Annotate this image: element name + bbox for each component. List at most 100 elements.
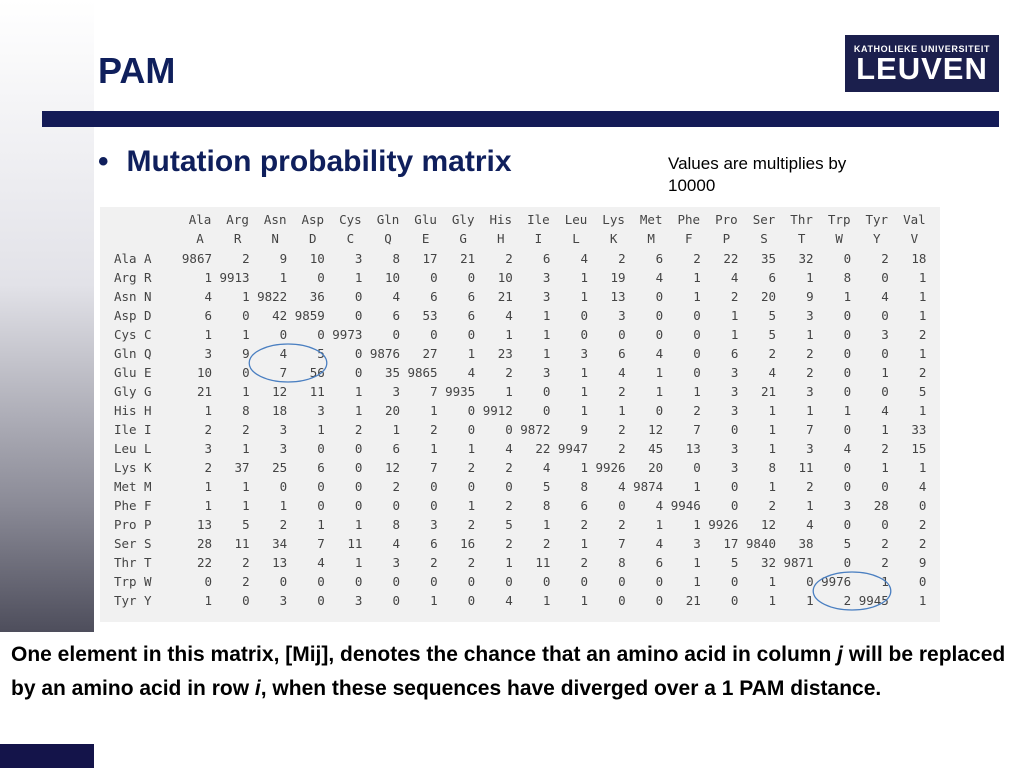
matrix-cell: 1 <box>768 441 776 456</box>
matrix-cell: 9865 <box>407 365 437 380</box>
matrix-cell: 0 <box>844 479 852 494</box>
matrix-cell: 9822 <box>257 289 287 304</box>
matrix-cell: 1 <box>543 517 551 532</box>
row-header-name: Asp <box>114 308 137 323</box>
matrix-cell: 0 <box>242 365 250 380</box>
matrix-cell: 0 <box>656 289 664 304</box>
matrix-cell: 1 <box>844 289 852 304</box>
matrix-cell: 0 <box>317 593 325 608</box>
matrix-cell: 6 <box>656 555 664 570</box>
matrix-cell: 2 <box>881 251 889 266</box>
matrix-cell: 2 <box>242 422 250 437</box>
matrix-cell: 37 <box>235 460 250 475</box>
logo-top-text: KATHOLIEKE UNIVERSITEIT <box>853 44 991 54</box>
matrix-cell: 6 <box>430 289 438 304</box>
matrix-cell: 8 <box>618 555 626 570</box>
matrix-cell: 0 <box>844 365 852 380</box>
matrix-cell: 1 <box>693 479 701 494</box>
matrix-cell: 0 <box>468 574 476 589</box>
matrix-cell: 4 <box>768 365 776 380</box>
matrix-cell: 0 <box>505 574 513 589</box>
row-header-name: Ser <box>114 536 137 551</box>
matrix-cell: 2 <box>693 403 701 418</box>
matrix-cell: 0 <box>355 441 363 456</box>
column-header-name: Ala <box>189 212 212 227</box>
matrix-cell: 21 <box>460 251 475 266</box>
matrix-cell: 4 <box>881 403 889 418</box>
column-header-letter: V <box>911 231 919 246</box>
matrix-cell: 3 <box>543 270 551 285</box>
column-header-name: Met <box>640 212 663 227</box>
column-header-letter: P <box>723 231 731 246</box>
highlight-circle-trp-tyr <box>812 571 892 611</box>
column-header-name: Val <box>903 212 926 227</box>
matrix-cell: 0 <box>693 346 701 361</box>
bullet-dot-icon: • <box>98 145 109 178</box>
matrix-cell: 21 <box>686 593 701 608</box>
matrix-cell: 2 <box>806 346 814 361</box>
row-header-name: Ala <box>114 251 137 266</box>
matrix-cell: 4 <box>392 289 400 304</box>
matrix-cell: 1 <box>806 270 814 285</box>
matrix-cell: 3 <box>355 593 363 608</box>
matrix-cell: 1 <box>806 403 814 418</box>
column-header-name: Ser <box>753 212 776 227</box>
matrix-cell: 9859 <box>295 308 325 323</box>
row-header-letter: A <box>144 251 152 266</box>
matrix-cell: 1 <box>881 365 889 380</box>
matrix-cell: 5 <box>731 555 739 570</box>
matrix-cell: 1 <box>693 555 701 570</box>
matrix-cell: 1 <box>204 270 212 285</box>
matrix-cell: 0 <box>317 327 325 342</box>
matrix-cell: 4 <box>280 346 288 361</box>
matrix-cell: 3 <box>280 441 288 456</box>
matrix-cell: 6 <box>317 460 325 475</box>
matrix-cell: 1 <box>430 441 438 456</box>
matrix-cell: 0 <box>580 327 588 342</box>
matrix-cell: 1 <box>468 346 476 361</box>
row-header-name: Ile <box>114 422 137 437</box>
matrix-cell: 2 <box>618 251 626 266</box>
matrix-cell: 34 <box>272 536 287 551</box>
row-header-name: Trp <box>114 574 137 589</box>
matrix-cell: 0 <box>693 308 701 323</box>
matrix-cell: 9912 <box>483 403 513 418</box>
matrix-cell: 6 <box>731 346 739 361</box>
matrix-cell: 0 <box>430 574 438 589</box>
row-header-letter: C <box>144 327 152 342</box>
row-header-name: Pro <box>114 517 137 532</box>
matrix-cell: 2 <box>881 441 889 456</box>
matrix-cell: 1 <box>618 403 626 418</box>
row-header-letter: D <box>144 308 152 323</box>
matrix-cell: 9876 <box>370 346 400 361</box>
matrix-cell: 0 <box>618 574 626 589</box>
matrix-cell: 2 <box>242 574 250 589</box>
matrix-cell: 2 <box>355 422 363 437</box>
matrix-cell: 21 <box>498 289 513 304</box>
matrix-cell: 2 <box>505 536 513 551</box>
matrix-cell: 2 <box>618 384 626 399</box>
side-gradient-strip <box>0 0 94 632</box>
matrix-cell: 0 <box>317 479 325 494</box>
matrix-cell: 1 <box>731 327 739 342</box>
matrix-cell: 6 <box>656 251 664 266</box>
matrix-cell: 1 <box>693 384 701 399</box>
matrix-cell: 1 <box>204 593 212 608</box>
matrix-cell: 1 <box>919 308 927 323</box>
matrix-cell: 9840 <box>746 536 776 551</box>
matrix-cell: 27 <box>423 346 438 361</box>
matrix-cell: 7 <box>430 460 438 475</box>
column-header-name: Leu <box>565 212 588 227</box>
matrix-cell: 0 <box>355 289 363 304</box>
matrix-cell: 0 <box>731 593 739 608</box>
matrix-cell: 2 <box>280 517 288 532</box>
matrix-cell: 2 <box>693 251 701 266</box>
matrix-cell: 0 <box>468 403 476 418</box>
matrix-cell: 1 <box>468 498 476 513</box>
row-header-letter: F <box>144 498 152 513</box>
matrix-cell: 0 <box>731 574 739 589</box>
row-header-name: Thr <box>114 555 137 570</box>
matrix-cell: 2 <box>204 460 212 475</box>
matrix-cell: 0 <box>543 574 551 589</box>
matrix-cell: 2 <box>806 479 814 494</box>
